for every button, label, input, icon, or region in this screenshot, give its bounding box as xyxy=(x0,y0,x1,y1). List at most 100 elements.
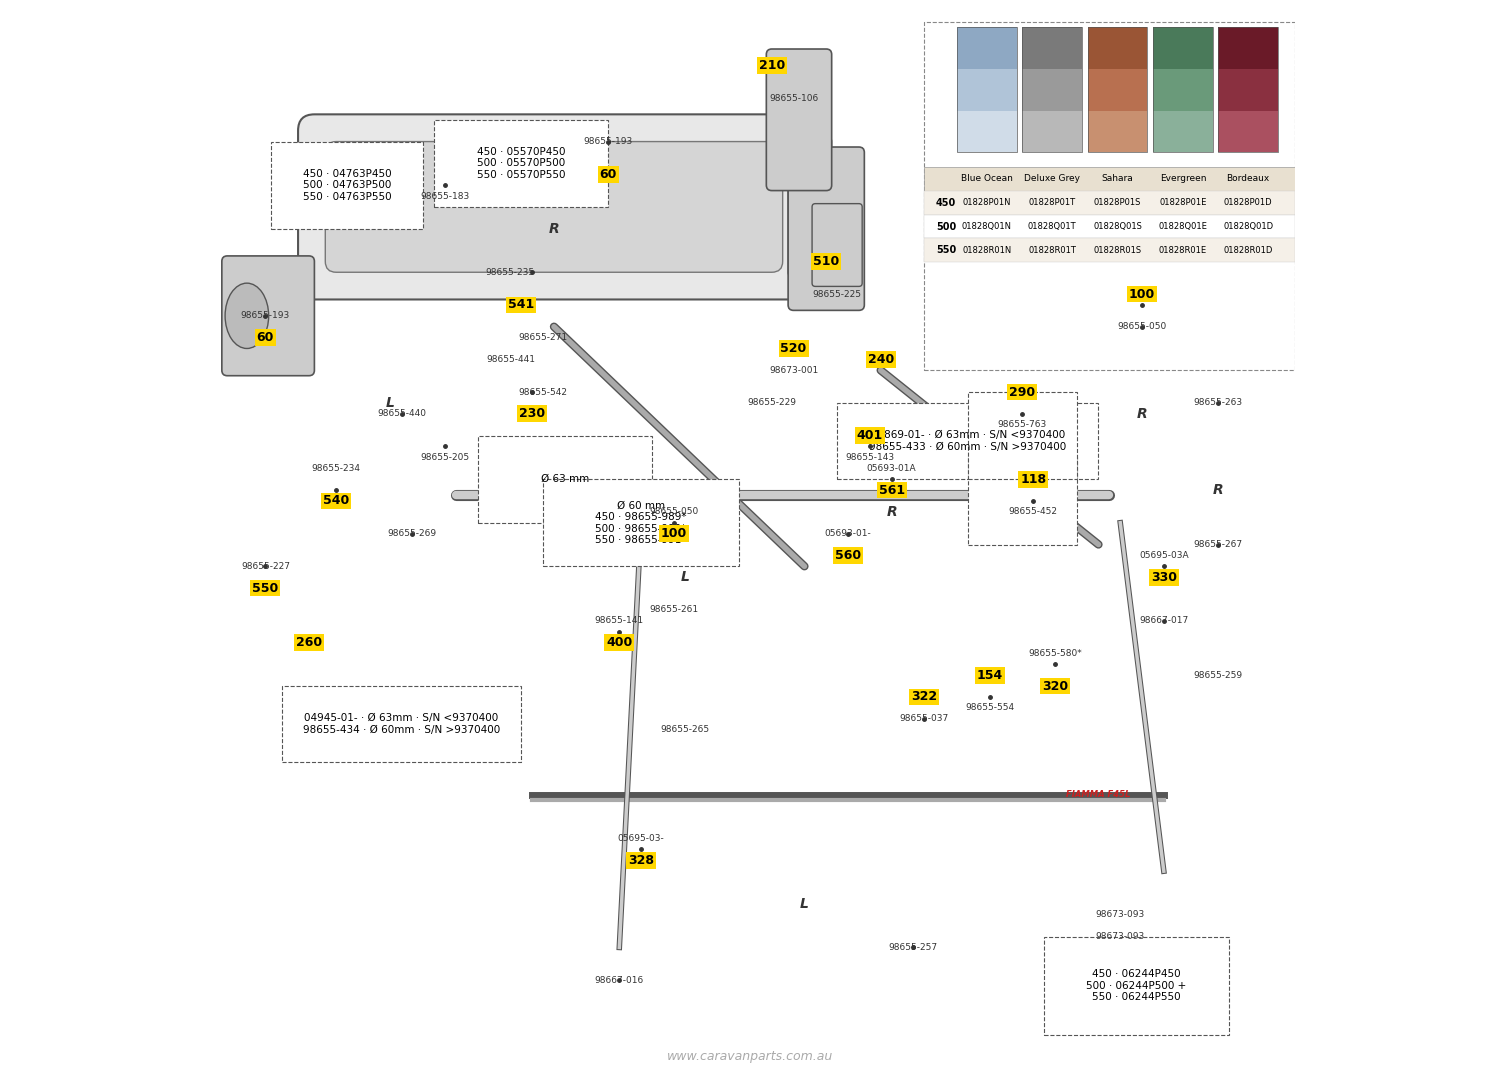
Text: 98655-763: 98655-763 xyxy=(998,420,1047,429)
Text: 01828Q01T: 01828Q01T xyxy=(1028,222,1077,231)
Text: 04869-01- · Ø 63mm · S/N <9370400
98655-433 · Ø 60mm · S/N >9370400: 04869-01- · Ø 63mm · S/N <9370400 98655-… xyxy=(868,430,1066,452)
FancyBboxPatch shape xyxy=(272,142,423,229)
Text: 510: 510 xyxy=(813,255,840,268)
Text: 540: 540 xyxy=(322,494,350,507)
Text: 240: 240 xyxy=(867,353,894,366)
FancyBboxPatch shape xyxy=(298,114,810,299)
Text: Sahara: Sahara xyxy=(1101,174,1134,183)
Text: R: R xyxy=(549,222,560,235)
Text: 290: 290 xyxy=(1010,386,1035,399)
Bar xyxy=(1218,69,1278,111)
Bar xyxy=(1154,111,1214,152)
Text: 98673-093: 98673-093 xyxy=(1095,910,1144,919)
Text: 98655-265: 98655-265 xyxy=(660,725,710,734)
Text: 04945-01- · Ø 63mm · S/N <9370400
98655-434 · Ø 60mm · S/N >9370400: 04945-01- · Ø 63mm · S/N <9370400 98655-… xyxy=(303,713,500,735)
Text: 500: 500 xyxy=(936,221,956,232)
Text: 05695-03A: 05695-03A xyxy=(1138,551,1188,560)
FancyBboxPatch shape xyxy=(812,204,862,286)
Text: 98655-554: 98655-554 xyxy=(964,703,1014,712)
FancyBboxPatch shape xyxy=(1044,937,1228,1035)
Text: 450 · 05570P450
500 · 05570P500
550 · 05570P550: 450 · 05570P450 500 · 05570P500 550 · 05… xyxy=(477,147,566,180)
Text: 05693-01-: 05693-01- xyxy=(825,529,872,538)
Text: 60: 60 xyxy=(256,331,274,344)
Text: 118: 118 xyxy=(1020,473,1046,486)
Text: 01828R01D: 01828R01D xyxy=(1224,246,1274,255)
Text: 98655-267: 98655-267 xyxy=(1194,540,1243,549)
Text: 01828Q01D: 01828Q01D xyxy=(1222,222,1274,231)
Bar xyxy=(924,191,1294,215)
Text: R: R xyxy=(1214,484,1224,497)
Text: 01828R01T: 01828R01T xyxy=(1029,246,1075,255)
Text: 330: 330 xyxy=(1150,571,1178,584)
Bar xyxy=(1218,27,1278,152)
Bar xyxy=(1154,27,1214,152)
Text: 450 · 04763P450
500 · 04763P500
550 · 04763P550: 450 · 04763P450 500 · 04763P500 550 · 04… xyxy=(303,169,392,201)
Text: 322: 322 xyxy=(910,690,938,703)
Text: 98655-580*: 98655-580* xyxy=(1028,649,1081,658)
Text: 98655-234: 98655-234 xyxy=(312,464,360,473)
Text: 210: 210 xyxy=(759,59,784,72)
Text: R: R xyxy=(886,505,897,518)
Text: FIAMMA F45L: FIAMMA F45L xyxy=(1066,791,1131,799)
Bar xyxy=(1088,69,1148,111)
Text: 98655-193: 98655-193 xyxy=(584,137,633,146)
Text: 98667-017: 98667-017 xyxy=(1138,616,1188,625)
Text: 400: 400 xyxy=(606,636,633,649)
Text: 401: 401 xyxy=(856,429,883,442)
Text: Evergreen: Evergreen xyxy=(1160,174,1206,183)
Text: 450 · 06244P450
500 · 06244P500 +
550 · 06244P550: 450 · 06244P450 500 · 06244P500 + 550 · … xyxy=(1086,969,1186,1002)
Text: 230: 230 xyxy=(519,407,546,420)
Bar xyxy=(1154,69,1214,111)
Text: Bordeaux: Bordeaux xyxy=(1227,174,1270,183)
Text: 550: 550 xyxy=(252,582,279,595)
FancyBboxPatch shape xyxy=(924,22,1294,370)
Bar xyxy=(1088,27,1148,152)
Text: Blue Ocean: Blue Ocean xyxy=(962,174,1012,183)
Text: 98655-271: 98655-271 xyxy=(519,333,567,342)
Text: 260: 260 xyxy=(296,636,322,649)
Text: 98655-263: 98655-263 xyxy=(1194,399,1243,407)
Bar xyxy=(924,238,1294,262)
Text: 520: 520 xyxy=(780,342,807,355)
FancyBboxPatch shape xyxy=(788,136,831,278)
Text: 01828R01S: 01828R01S xyxy=(1094,246,1142,255)
Bar xyxy=(1023,27,1082,152)
Text: 560: 560 xyxy=(836,549,861,562)
Text: www.caravanparts.com.au: www.caravanparts.com.au xyxy=(668,1050,832,1063)
Text: 98655-050: 98655-050 xyxy=(1118,322,1167,331)
Text: Deluxe Grey: Deluxe Grey xyxy=(1024,174,1080,183)
Text: 98655-183: 98655-183 xyxy=(420,192,470,200)
FancyBboxPatch shape xyxy=(766,49,831,191)
Text: 01828P01T: 01828P01T xyxy=(1029,198,1075,207)
Text: 98655-259: 98655-259 xyxy=(1194,671,1243,680)
Text: 98655-143: 98655-143 xyxy=(844,453,894,462)
Bar xyxy=(1088,27,1148,69)
Text: 550: 550 xyxy=(936,245,956,256)
FancyBboxPatch shape xyxy=(837,403,1098,479)
Text: 328: 328 xyxy=(628,854,654,867)
Text: 01828R01E: 01828R01E xyxy=(1160,246,1208,255)
Text: 98655-141: 98655-141 xyxy=(596,616,644,625)
Bar xyxy=(1023,69,1082,111)
Text: 541: 541 xyxy=(509,298,534,311)
Text: 98655-050: 98655-050 xyxy=(650,507,699,516)
Text: 98655-440: 98655-440 xyxy=(376,409,426,418)
FancyBboxPatch shape xyxy=(968,392,1077,479)
FancyBboxPatch shape xyxy=(282,686,522,762)
Text: 98655-037: 98655-037 xyxy=(900,714,950,723)
FancyBboxPatch shape xyxy=(222,256,315,376)
Text: 01828Q01S: 01828Q01S xyxy=(1094,222,1142,231)
Text: 98655-225: 98655-225 xyxy=(813,290,861,298)
Text: 98673-001: 98673-001 xyxy=(770,366,818,375)
FancyBboxPatch shape xyxy=(326,142,783,272)
Text: 154: 154 xyxy=(976,669,1002,682)
Text: 320: 320 xyxy=(1042,680,1068,693)
Ellipse shape xyxy=(225,283,268,348)
Text: 01828P01D: 01828P01D xyxy=(1224,198,1272,207)
Bar xyxy=(957,111,1017,152)
Text: Ø 63 mm: Ø 63 mm xyxy=(540,474,590,485)
Bar xyxy=(1218,27,1278,69)
Text: 98655-205: 98655-205 xyxy=(420,453,470,462)
FancyBboxPatch shape xyxy=(788,147,864,310)
Text: 01828Q01N: 01828Q01N xyxy=(962,222,1012,231)
